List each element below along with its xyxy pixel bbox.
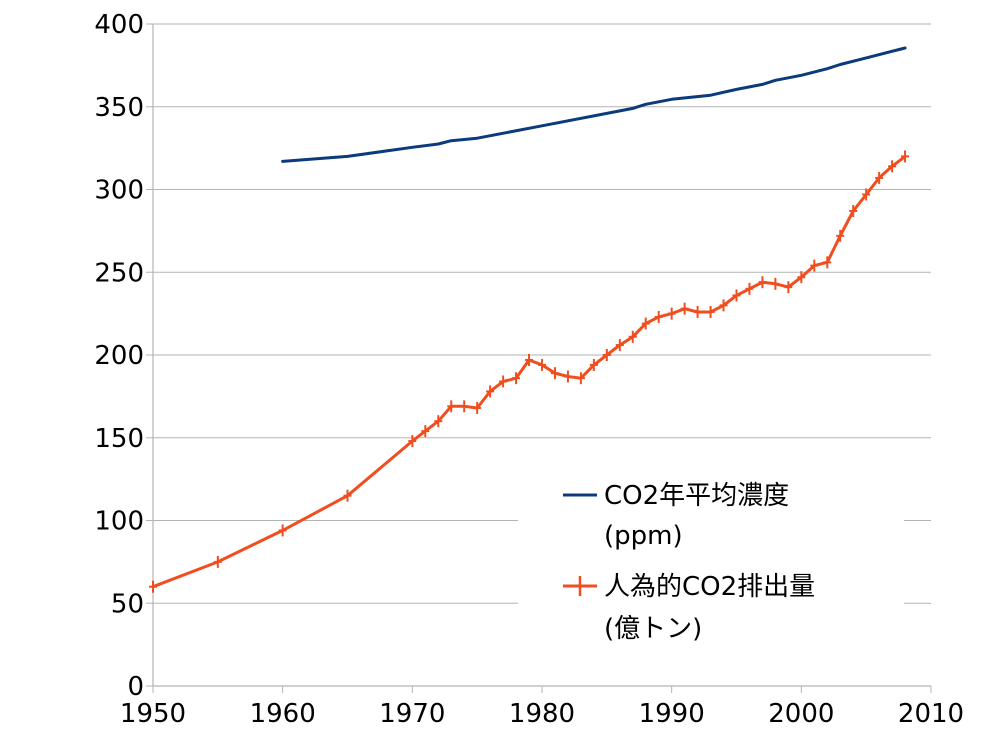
data-point [810, 259, 819, 272]
y-tick-label: 350 [94, 93, 144, 123]
series-line-0 [281, 46, 907, 163]
data-point [771, 277, 780, 290]
data-point [797, 271, 806, 284]
legend-label-co2-concentration-unit: (ppm) [604, 521, 683, 551]
data-point [408, 435, 417, 448]
x-tick-label: 1990 [639, 699, 705, 729]
data-point [732, 289, 741, 302]
data-point [149, 580, 157, 593]
data-point [706, 305, 715, 318]
y-tick-label: 200 [94, 341, 144, 371]
data-series [149, 46, 910, 593]
data-point [745, 282, 754, 295]
x-tick-label: 2000 [768, 699, 834, 729]
data-point [667, 307, 676, 320]
data-point [213, 555, 222, 568]
x-tick-label: 1970 [379, 699, 445, 729]
legend-background [518, 460, 904, 660]
legend: CO2年平均濃度 (ppm) 人為的CO2排出量 (億トン) [518, 460, 904, 660]
axes [146, 23, 932, 693]
x-tick-label: 2010 [898, 699, 964, 729]
legend-label-co2-emissions-unit: (億トン) [604, 614, 702, 644]
x-tick-label: 1950 [120, 699, 186, 729]
grid-lines [153, 23, 931, 604]
data-point [447, 400, 456, 413]
y-tick-label: 150 [94, 424, 144, 454]
data-point [823, 256, 832, 269]
data-point [888, 160, 897, 173]
data-point [538, 358, 546, 371]
data-point [862, 188, 871, 201]
tick-labels: 0 50 100 150 200 250 300 350 400 1950 1960 1970 1980… [94, 10, 964, 729]
data-point [343, 489, 352, 502]
y-tick-label: 400 [94, 10, 144, 40]
data-point [563, 370, 572, 383]
data-point [615, 339, 624, 352]
y-tick-label: 0 [127, 672, 144, 702]
data-point [901, 150, 910, 163]
data-point [499, 375, 508, 388]
y-tick-label: 100 [94, 507, 144, 537]
data-point [589, 358, 598, 371]
data-point [719, 299, 728, 312]
data-point [512, 372, 521, 385]
y-tick-label: 250 [94, 258, 144, 288]
data-point [784, 281, 793, 294]
data-point [473, 401, 482, 414]
x-tick-label: 1980 [509, 699, 575, 729]
data-point [460, 400, 469, 413]
data-point [836, 229, 845, 242]
data-point [550, 367, 559, 380]
data-point [693, 305, 702, 318]
legend-label-co2-concentration: CO2年平均濃度 [604, 481, 789, 511]
data-point [641, 317, 650, 330]
y-tick-label: 300 [94, 176, 144, 206]
data-point [525, 353, 534, 366]
data-point [576, 372, 585, 385]
data-point [875, 171, 884, 184]
legend-label-co2-emissions: 人為的CO2排出量 [604, 572, 815, 602]
data-point [486, 385, 495, 398]
data-point [602, 349, 611, 361]
data-point [421, 425, 430, 438]
data-point [278, 524, 287, 537]
data-point [680, 302, 689, 315]
data-point [628, 330, 637, 343]
data-point [758, 276, 767, 289]
y-tick-label: 50 [111, 589, 144, 619]
data-point [434, 415, 443, 428]
data-point [849, 205, 858, 218]
x-tick-label: 1960 [250, 699, 316, 729]
data-point [654, 310, 663, 323]
